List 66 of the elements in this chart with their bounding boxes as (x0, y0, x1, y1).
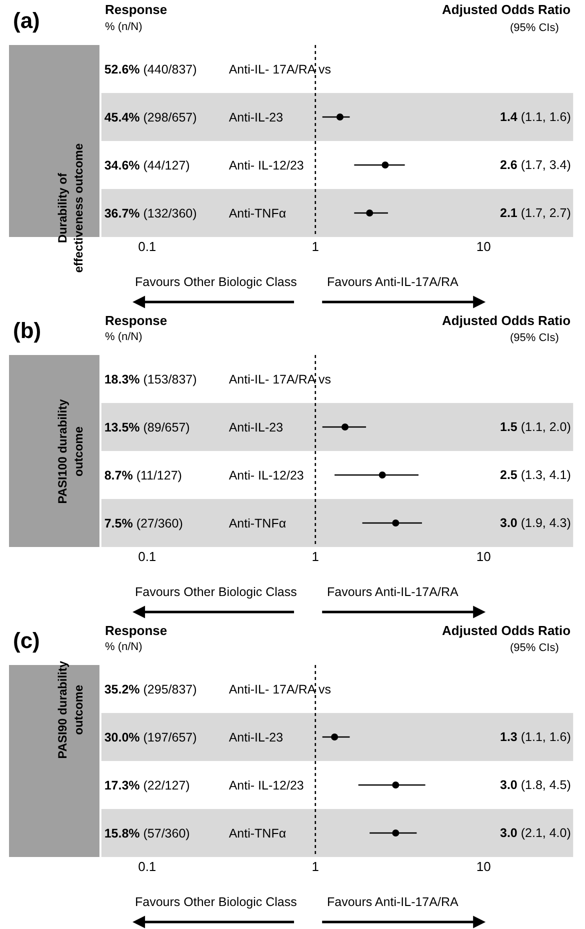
y2-tick-label: 13.5% (89/657) (104, 420, 190, 434)
y-axis-title: PASI100 durability outcome (56, 398, 86, 504)
text: Favours Anti-IL-17A/RA (327, 585, 459, 599)
x-tick-label: 1 (312, 859, 320, 874)
y2-tick-label: 52.6% (440/837) (104, 62, 197, 76)
y2-tick-label: 17.3% (22/127) (104, 778, 190, 792)
text: Favours Other Biologic Class (135, 895, 297, 909)
chart-title: (b) (13, 318, 42, 343)
y-axis-title: Durability of effectiveness outcome (56, 143, 86, 273)
data-label: 3.0 (1.8, 4.5) (500, 778, 571, 792)
y-tick-label: Anti-TNFα (228, 516, 286, 530)
text: Adjusted Odds Ratio (442, 623, 571, 638)
y2-tick-label: 7.5% (27/360) (104, 516, 183, 530)
text: (95% CIs) (510, 22, 559, 34)
y-tick-label: Anti-IL-23 (228, 420, 284, 434)
chart-title: (c) (13, 628, 40, 653)
y-tick-label: Anti-IL- 17A/RA vs (228, 62, 331, 76)
text: % (n/N) (105, 21, 142, 33)
text: Response (105, 2, 168, 17)
text: Favours Other Biologic Class (135, 275, 297, 289)
y-tick-label: Anti-TNFα (228, 826, 286, 840)
y2-tick-label: 8.7% (11/127) (104, 468, 182, 482)
data-label: 2.6 (1.7, 3.4) (500, 158, 571, 172)
y-tick-label: Anti- IL-12/23 (228, 778, 304, 792)
y-axis-title: PASI90 durability outcome (56, 660, 86, 759)
data-label: 2.5 (1.3, 4.1) (500, 468, 571, 482)
y-tick-label: Anti-IL- 17A/RA vs (228, 372, 331, 386)
x-tick-label: 1 (312, 239, 320, 254)
data-label: 3.0 (2.1, 4.0) (500, 826, 571, 840)
data-label: 1.4 (1.1, 1.6) (500, 110, 571, 124)
y2-tick-label: 34.6% (44/127) (104, 158, 190, 172)
y-tick-label: Anti-TNFα (228, 206, 286, 220)
y-tick-label: Anti-IL-23 (228, 110, 284, 124)
text: Favours Anti-IL-17A/RA (327, 275, 459, 289)
text: Response (105, 313, 168, 328)
y-tick-label: Anti- IL-12/23 (228, 468, 304, 482)
text: (95% CIs) (510, 642, 559, 654)
x-tick-label: 10 (476, 549, 491, 564)
data-label: 1.3 (1.1, 1.6) (500, 730, 571, 744)
y2-tick-label: 45.4% (298/657) (104, 110, 197, 124)
text: Adjusted Odds Ratio (442, 313, 571, 328)
y2-tick-label: 18.3% (153/837) (104, 372, 197, 386)
chart-title: (a) (13, 8, 40, 33)
data-label: 3.0 (1.9, 4.3) (500, 516, 571, 530)
x-tick-label: 10 (476, 859, 491, 874)
y-tick-label: Anti-IL- 17A/RA vs (228, 682, 331, 696)
x-tick-label: 0.1 (138, 239, 156, 254)
text: Response (105, 623, 168, 638)
text: % (n/N) (105, 331, 142, 343)
text: % (n/N) (105, 641, 142, 653)
data-label: 1.5 (1.1, 2.0) (500, 420, 571, 434)
y-tick-label: Anti-IL-23 (228, 730, 284, 744)
x-tick-label: 0.1 (138, 859, 156, 874)
data-label: 2.1 (1.7, 2.7) (500, 206, 571, 220)
y-tick-label: Anti- IL-12/23 (228, 158, 304, 172)
y2-tick-label: 36.7% (132/360) (104, 206, 197, 220)
text: Adjusted Odds Ratio (442, 2, 571, 17)
text: Favours Other Biologic Class (135, 585, 297, 599)
text: Favours Anti-IL-17A/RA (327, 895, 459, 909)
y2-tick-label: 30.0% (197/657) (104, 730, 197, 744)
x-tick-label: 1 (312, 549, 320, 564)
text: (95% CIs) (510, 332, 559, 344)
x-tick-label: 10 (476, 239, 491, 254)
y2-tick-label: 15.8% (57/360) (104, 826, 190, 840)
y2-tick-label: 35.2% (295/837) (104, 682, 197, 696)
x-tick-label: 0.1 (138, 549, 156, 564)
